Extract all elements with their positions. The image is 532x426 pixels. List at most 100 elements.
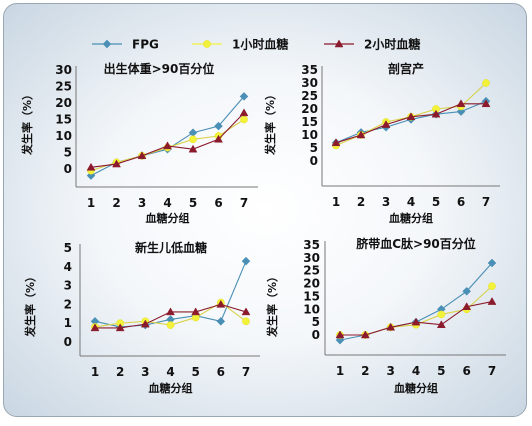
- y-tick-label: 0: [64, 335, 72, 349]
- y-tick-label: 0: [64, 162, 72, 176]
- x-tick-label: 3: [141, 365, 149, 379]
- y-tick-label: 0: [310, 154, 318, 168]
- chart-panel-3: 新生儿低血糖 0 1 2 3 4 5 1 2 3 4 5 6 7 血糖分组 发生率（%）: [23, 240, 260, 395]
- data-point-3-3: [386, 322, 396, 331]
- chart-title: 新生儿低血糖: [135, 240, 207, 255]
- data-point-3-1: [335, 330, 345, 339]
- y-tick-label: 3: [64, 279, 72, 293]
- series-line-1: [339, 262, 493, 341]
- x-tick-label: 5: [189, 196, 197, 210]
- x-tick-label: 6: [457, 195, 465, 209]
- y-tick-label: 30: [55, 63, 72, 77]
- x-tick-label: 2: [112, 196, 120, 210]
- x-tick-label: 4: [163, 196, 171, 210]
- x-axis-label: 血糖分组: [389, 211, 433, 225]
- y-tick-label: 15: [303, 289, 320, 303]
- x-tick-label: 5: [437, 364, 445, 378]
- data-point-3-5: [191, 307, 201, 316]
- y-tick-label: 4: [64, 260, 72, 274]
- y-tick-label: 2: [64, 297, 72, 311]
- x-tick-label: 4: [412, 364, 420, 378]
- x-tick-label: 3: [138, 196, 146, 210]
- legend: FPG 1小时血糖 2小时血糖: [92, 37, 420, 52]
- x-tick-label: 5: [191, 365, 199, 379]
- y-tick-label: 30: [303, 251, 320, 265]
- y-tick-label: 25: [55, 80, 72, 94]
- data-point-1-6: [216, 316, 226, 326]
- x-axis-label: 血糖分组: [146, 211, 190, 225]
- x-tick-label: 7: [240, 196, 248, 210]
- y-tick-label: 10: [303, 302, 320, 316]
- y-tick-label: 20: [303, 277, 320, 291]
- x-tick-label: 6: [462, 364, 470, 378]
- data-point-2-7: [240, 115, 248, 124]
- y-tick-label: 10: [301, 128, 318, 142]
- data-point-2-7: [488, 282, 496, 290]
- x-tick-label: 7: [488, 364, 496, 378]
- x-tick-label: 7: [482, 195, 490, 209]
- data-point-3-3: [137, 151, 147, 160]
- x-tick-label: 3: [382, 195, 390, 209]
- y-axis-label: 发生率（%）: [20, 89, 34, 156]
- y-tick-label: 15: [55, 113, 72, 127]
- data-point-2-7: [242, 317, 250, 326]
- x-tick-label: 2: [357, 195, 365, 209]
- data-point-3-1: [90, 323, 100, 332]
- data-point-1-7: [239, 92, 249, 101]
- data-point-1-6: [214, 121, 223, 131]
- chart-panel-1: 出生体重>90百分位 0 5 10 15 20 25 30 1 2 3 4 5 6 7 血糖分组 发生率（%）: [20, 61, 258, 225]
- data-point-3-4: [166, 307, 175, 316]
- data-point-3-2: [112, 159, 121, 168]
- x-axis-label: 血糖分组: [394, 381, 438, 395]
- data-point-3-5: [431, 109, 441, 118]
- data-point-3-7: [487, 297, 497, 305]
- x-tick-label: 2: [116, 365, 124, 379]
- data-point-3-4: [163, 141, 172, 150]
- data-point-3-5: [436, 320, 446, 328]
- y-tick-label: 30: [301, 76, 318, 90]
- legend-marker-3: [334, 39, 344, 48]
- data-point-3-6: [462, 302, 472, 310]
- y-tick-label: 15: [301, 115, 318, 129]
- x-tick-label: 3: [386, 364, 394, 378]
- data-point-3-6: [214, 134, 223, 143]
- data-point-3-2: [360, 330, 370, 339]
- y-tick-label: 5: [64, 241, 72, 255]
- data-point-3-2: [356, 130, 366, 139]
- chart-title: 剖宫产: [388, 61, 424, 76]
- y-axis-label: 发生率（%）: [23, 271, 37, 338]
- y-tick-label: 35: [303, 238, 320, 252]
- y-tick-label: 5: [312, 315, 320, 329]
- x-tick-label: 4: [407, 195, 415, 209]
- data-point-3-6: [456, 99, 466, 108]
- data-point-3-3: [381, 120, 391, 128]
- chart-title: 出生体重>90百分位: [104, 61, 215, 76]
- y-tick-label: 20: [301, 102, 318, 116]
- data-point-3-7: [481, 99, 491, 108]
- data-point-3-7: [239, 108, 249, 117]
- x-tick-label: 1: [332, 195, 340, 209]
- chart-figure: FPG 1小时血糖 2小时血糖 出生体重>90百分位 0 5 10 15 20 25 30 1 2 3 4 5…: [3, 3, 527, 417]
- y-axis-label: 发生率（%）: [265, 271, 279, 338]
- x-tick-label: 7: [242, 365, 250, 379]
- legend-marker-1: [102, 39, 112, 49]
- y-tick-label: 25: [301, 89, 318, 103]
- data-point-3-4: [411, 317, 421, 326]
- x-tick-label: 4: [166, 365, 174, 379]
- legend-label-2: 1小时血糖: [232, 37, 288, 52]
- y-tick-label: 0: [312, 328, 320, 342]
- y-axis-label: 发生率（%）: [263, 89, 277, 156]
- x-tick-label: 6: [217, 365, 225, 379]
- y-tick-label: 20: [55, 96, 72, 110]
- x-tick-label: 1: [87, 196, 95, 210]
- x-tick-label: 1: [336, 364, 344, 378]
- data-point-1-7: [487, 258, 497, 268]
- data-point-3-1: [86, 162, 96, 171]
- data-point-2-7: [482, 79, 490, 87]
- x-axis-label: 血糖分组: [149, 381, 193, 395]
- legend-label-1: FPG: [132, 38, 159, 52]
- legend-label-3: 2小时血糖: [364, 37, 420, 52]
- chart-title: 脐带血C肽>90百分位: [356, 236, 476, 251]
- data-point-3-4: [406, 112, 416, 121]
